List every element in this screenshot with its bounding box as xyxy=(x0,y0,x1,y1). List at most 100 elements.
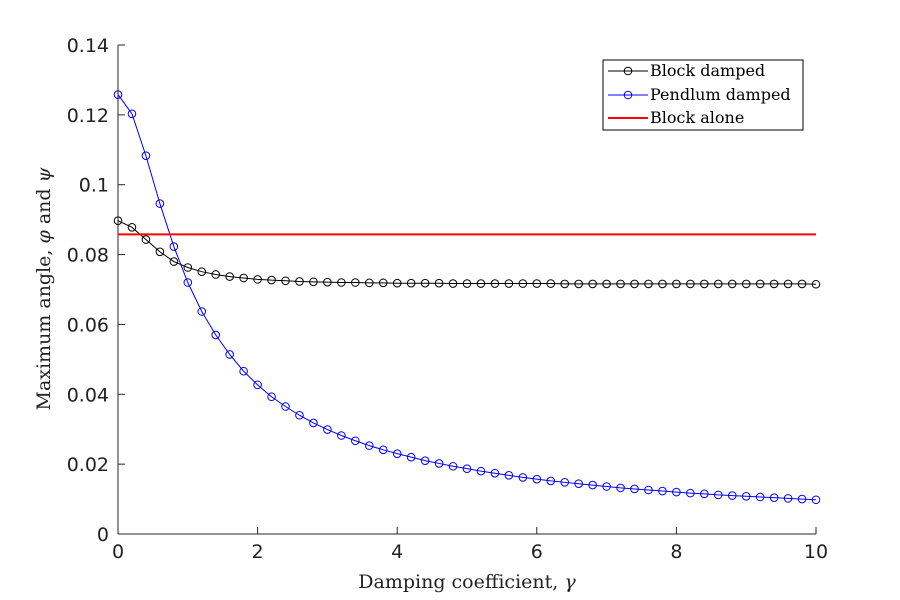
data-point-block-damped xyxy=(253,275,262,284)
data-point-block-damped xyxy=(225,272,234,281)
data-point-block-damped xyxy=(281,276,290,286)
x-axis-label: Damping coefficient, γ xyxy=(358,571,576,593)
data-point-pendlum-damped xyxy=(616,483,625,493)
data-point-block-damped xyxy=(672,279,681,289)
data-point-pendlum-damped xyxy=(797,494,807,504)
data-point-pendlum-damped xyxy=(378,445,388,455)
series-line-pendlum-damped xyxy=(117,94,817,501)
y-tick-label: 0.06 xyxy=(67,314,109,336)
data-point-pendlum-damped xyxy=(644,485,653,495)
axes: 0 2 4 6 8 10 0 0.02 0.04 0.06 0.08 0.1 0.12 0.14 xyxy=(67,35,828,563)
data-point-block-damped xyxy=(155,247,165,257)
data-point-pendlum-damped xyxy=(713,490,723,500)
data-point-block-damped xyxy=(644,279,653,289)
data-point-pendlum-damped xyxy=(560,478,570,487)
data-point-block-damped xyxy=(267,275,276,285)
data-point-pendlum-damped xyxy=(113,90,123,99)
data-point-block-damped xyxy=(378,278,388,288)
data-point-pendlum-damped xyxy=(769,493,779,502)
data-point-pendlum-damped xyxy=(686,488,695,498)
x-tick-label: 2 xyxy=(252,541,264,563)
data-point-block-damped xyxy=(309,277,318,287)
data-point-pendlum-damped xyxy=(574,479,583,489)
data-point-block-damped xyxy=(295,277,304,286)
data-point-block-damped xyxy=(364,278,374,288)
data-point-block-damped xyxy=(783,279,793,289)
data-point-block-damped xyxy=(518,279,528,288)
data-point-block-damped xyxy=(560,279,570,289)
data-point-pendlum-damped xyxy=(169,242,179,251)
data-point-block-damped xyxy=(337,278,346,287)
data-point-block-damped xyxy=(462,279,472,288)
data-point-pendlum-damped xyxy=(364,441,374,450)
data-point-block-damped xyxy=(755,279,765,289)
data-point-pendlum-damped xyxy=(490,468,500,478)
data-point-block-damped xyxy=(797,279,807,289)
x-tick-label: 10 xyxy=(804,541,828,563)
data-point-pendlum-damped xyxy=(323,425,332,434)
data-point-block-damped xyxy=(616,279,625,289)
data-point-block-damped xyxy=(811,279,821,289)
legend-item-block-damped: Block damped xyxy=(608,61,765,80)
data-point-block-damped xyxy=(741,279,751,289)
data-point-block-damped xyxy=(323,277,332,287)
data-point-block-damped xyxy=(574,279,583,289)
data-point-block-damped xyxy=(700,279,709,289)
x-tick-label: 4 xyxy=(391,541,403,563)
data-point-pendlum-damped xyxy=(239,366,248,376)
data-point-pendlum-damped xyxy=(127,109,137,119)
legend-item-pendlum-damped: Pendlum damped xyxy=(608,85,791,104)
data-point-pendlum-damped xyxy=(476,466,486,476)
data-point-pendlum-damped xyxy=(141,151,151,161)
data-point-pendlum-damped xyxy=(392,449,402,458)
data-point-pendlum-damped xyxy=(518,473,528,482)
data-point-block-damped xyxy=(169,257,179,266)
series-block-damped xyxy=(113,216,821,289)
data-point-block-damped xyxy=(141,235,151,244)
data-point-block-damped xyxy=(490,279,500,288)
legend-label-block-alone: Block alone xyxy=(650,108,744,127)
series-layer xyxy=(113,90,821,505)
data-point-block-damped xyxy=(532,279,542,288)
data-point-pendlum-damped xyxy=(546,476,556,486)
data-point-pendlum-damped xyxy=(630,484,639,494)
data-point-pendlum-damped xyxy=(309,418,318,428)
data-point-block-damped xyxy=(769,279,779,289)
data-point-pendlum-damped xyxy=(281,402,290,411)
x-tick-label: 8 xyxy=(670,541,682,563)
data-point-pendlum-damped xyxy=(225,350,234,359)
x-tick-label: 6 xyxy=(531,541,543,563)
data-point-pendlum-damped xyxy=(504,471,514,480)
y-tick-label: 0 xyxy=(97,524,109,546)
series-line-block-damped xyxy=(117,220,817,285)
data-point-pendlum-damped xyxy=(337,431,346,440)
data-point-pendlum-damped xyxy=(155,199,165,208)
data-point-block-damped xyxy=(602,279,611,289)
data-point-pendlum-damped xyxy=(727,491,737,500)
data-point-pendlum-damped xyxy=(672,487,681,497)
data-point-block-damped xyxy=(448,279,458,288)
x-tick-label: 0 xyxy=(112,541,124,563)
legend-item-block-alone: Block alone xyxy=(608,108,744,127)
data-point-block-damped xyxy=(434,278,444,288)
data-point-pendlum-damped xyxy=(351,436,360,446)
data-point-block-damped xyxy=(546,279,556,288)
data-point-pendlum-damped xyxy=(448,461,458,471)
y-tick-label: 0.02 xyxy=(67,454,109,476)
data-point-block-damped xyxy=(406,278,416,288)
legend-label-block-damped: Block damped xyxy=(650,61,765,80)
data-point-pendlum-damped xyxy=(532,474,542,484)
data-point-pendlum-damped xyxy=(755,492,765,502)
data-point-pendlum-damped xyxy=(183,278,193,287)
y-axis-label: Maximum angle, φ and ψ xyxy=(33,166,55,410)
data-point-block-damped xyxy=(630,279,639,289)
legend: Block damped Pendlum damped Block alone xyxy=(602,59,804,131)
data-point-block-damped xyxy=(351,278,360,287)
data-point-pendlum-damped xyxy=(406,452,416,462)
data-point-block-damped xyxy=(713,279,723,289)
data-point-block-damped xyxy=(113,216,123,225)
data-point-pendlum-damped xyxy=(602,482,611,491)
y-tick-label: 0.08 xyxy=(67,245,109,267)
data-point-pendlum-damped xyxy=(811,495,821,505)
